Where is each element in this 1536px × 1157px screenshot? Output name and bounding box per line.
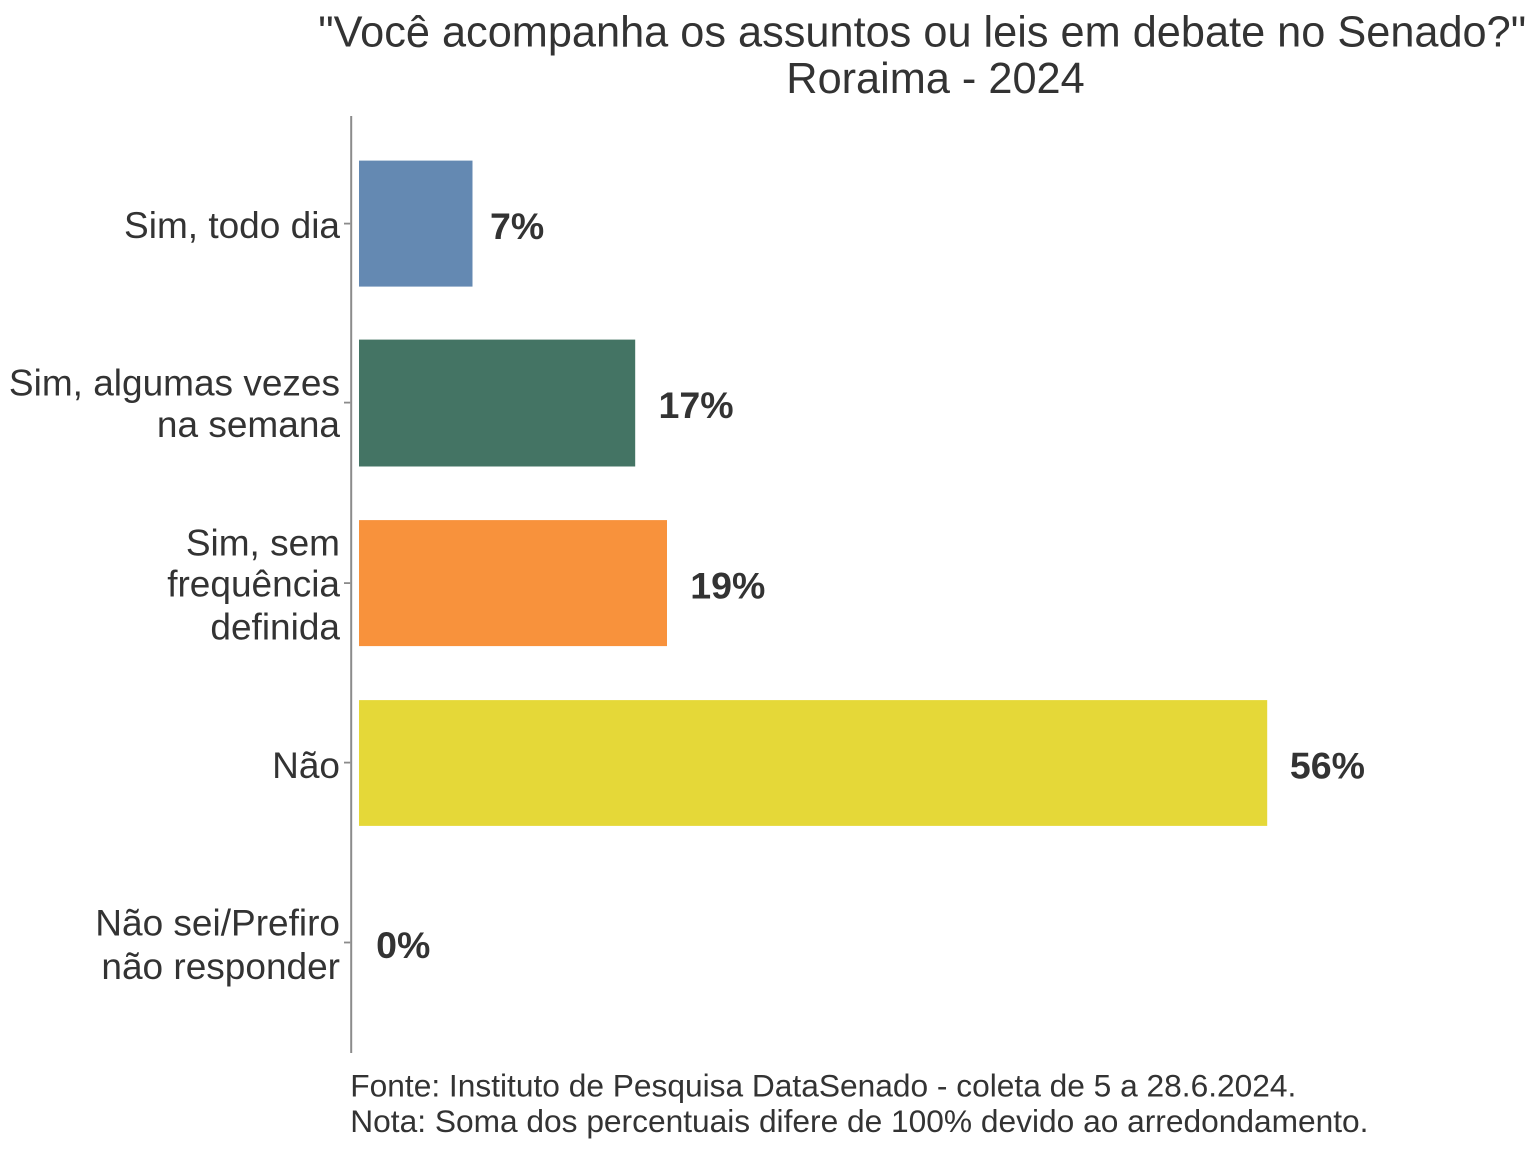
svg-text:na semana: na semana (157, 404, 340, 445)
svg-text:7%: 7% (490, 205, 544, 247)
svg-text:Não sei/Prefiro: Não sei/Prefiro (95, 903, 340, 944)
svg-text:não responder: não responder (101, 946, 340, 987)
svg-text:definida: definida (210, 606, 340, 647)
svg-text:Sim, algumas vezes: Sim, algumas vezes (9, 363, 340, 404)
svg-text:Sim, todo dia: Sim, todo dia (124, 205, 340, 246)
svg-text:Sim, sem: Sim, sem (186, 522, 340, 563)
svg-text:17%: 17% (659, 384, 734, 426)
svg-text:Nota: Soma dos percentuais dif: Nota: Soma dos percentuais difere de 100… (350, 1103, 1368, 1139)
svg-text:19%: 19% (690, 565, 765, 607)
svg-text:frequência: frequência (167, 564, 340, 605)
svg-text:Não: Não (272, 745, 340, 786)
svg-text:56%: 56% (1290, 745, 1365, 787)
svg-text:Roraima - 2024: Roraima - 2024 (786, 55, 1084, 103)
svg-text:"Você acompanha os assuntos ou: "Você acompanha os assuntos ou leis em d… (318, 9, 1526, 57)
svg-text:0%: 0% (376, 924, 430, 966)
svg-text:Fonte: Instituto de Pesquisa D: Fonte: Instituto de Pesquisa DataSenado … (350, 1068, 1296, 1104)
